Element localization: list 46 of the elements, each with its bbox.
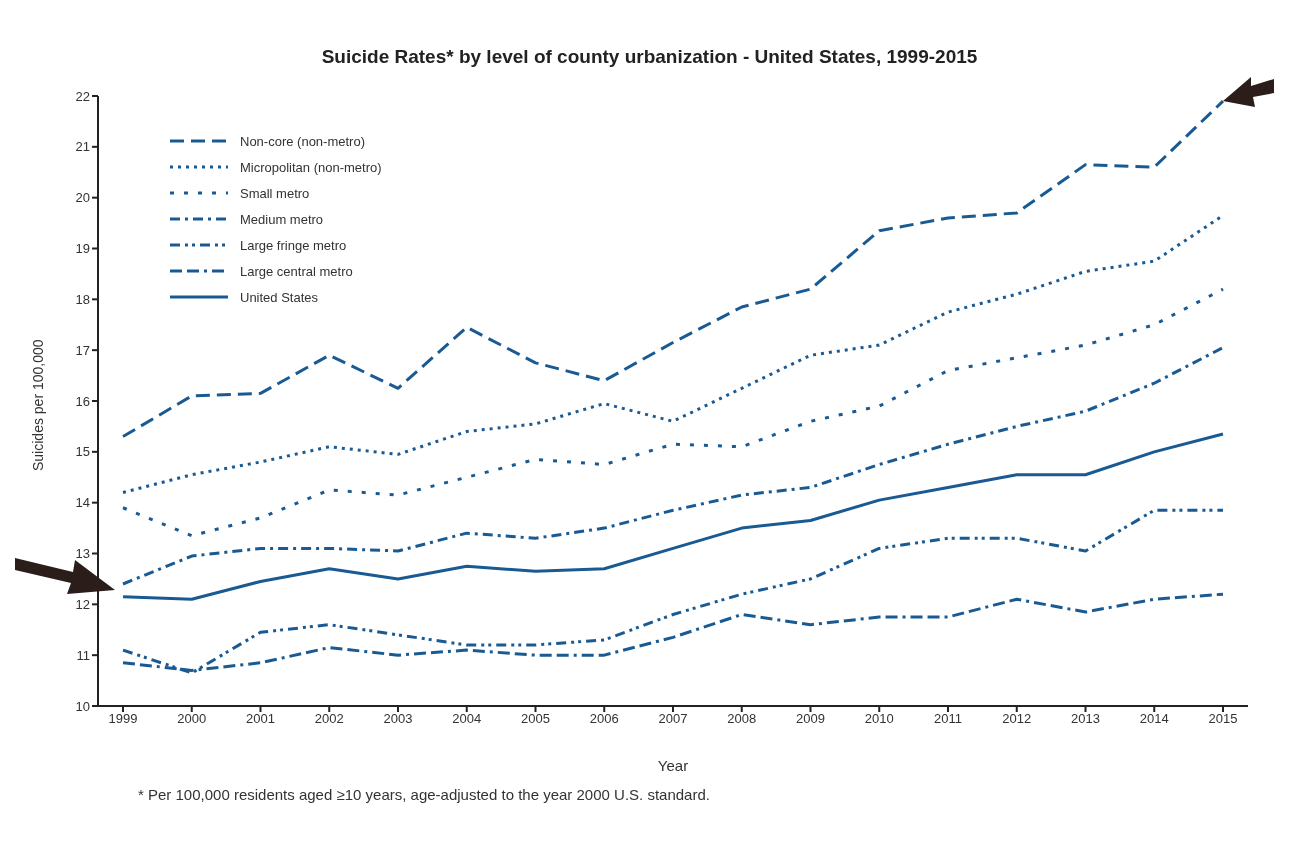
x-tick-label: 1999 [108, 711, 138, 727]
x-tick-label: 2013 [1071, 711, 1100, 727]
y-tick-label: 10 [75, 698, 90, 714]
line-series [121, 508, 1225, 675]
text: * Per 100,000 residents aged ≥10 years, age-adjusted to the year 2000 U.S. standard. [138, 786, 711, 805]
x-tick-label: 2002 [314, 711, 344, 727]
x-tick-label: 2008 [727, 711, 757, 727]
legend-label: United States [240, 289, 319, 305]
line-series [121, 346, 1225, 586]
x-tick-label: 2015 [1208, 711, 1238, 727]
line-series [121, 287, 1225, 538]
x-tick-label: 2012 [1002, 711, 1032, 727]
chart-title: Suicide Rates* by level of county urbanization - United States, 1999-2015 [320, 45, 979, 69]
x-tick-label: 2014 [1139, 711, 1169, 727]
line-series [121, 432, 1225, 601]
x-tick-label: 2009 [796, 711, 825, 727]
y-tick-label: 14 [75, 495, 90, 511]
x-tick-label: 2005 [521, 711, 550, 727]
legend-label: Small metro [240, 185, 310, 201]
legend-label: Micropolitan (non-metro) [240, 159, 382, 175]
x-tick-label: 2011 [934, 711, 962, 727]
y-tick-label: 21 [75, 139, 90, 155]
y-tick-label: 16 [75, 393, 90, 409]
y-tick-label: 18 [75, 291, 90, 307]
y-tick-label: 12 [75, 596, 90, 612]
x-axis-title: Year [657, 757, 689, 774]
x-tick-label: 2007 [658, 711, 688, 727]
y-tick-label: 19 [75, 241, 90, 257]
x-tick-label: 2000 [177, 711, 207, 727]
legend-label: Non-core (non-metro) [240, 133, 365, 149]
y-tick-label: 15 [75, 444, 90, 460]
x-tick-label: 2006 [589, 711, 619, 727]
legend-label: Large fringe metro [240, 237, 347, 253]
x-tick-label: 2003 [383, 711, 413, 727]
y-axis-title: Suicides per 100,000 [29, 339, 46, 471]
x-tick-label: 2004 [452, 711, 482, 727]
line-series [121, 99, 1225, 439]
y-tick-label: 20 [75, 190, 90, 206]
legend-label: Medium metro [240, 211, 324, 227]
y-tick-label: 13 [75, 546, 90, 562]
y-tick-label: 22 [75, 88, 90, 104]
legend-label: Large central metro [240, 263, 353, 279]
x-tick-label: 2010 [864, 711, 894, 727]
y-tick-label: 11 [76, 647, 90, 663]
y-tick-label: 17 [75, 342, 90, 358]
x-tick-label: 2001 [246, 711, 275, 727]
